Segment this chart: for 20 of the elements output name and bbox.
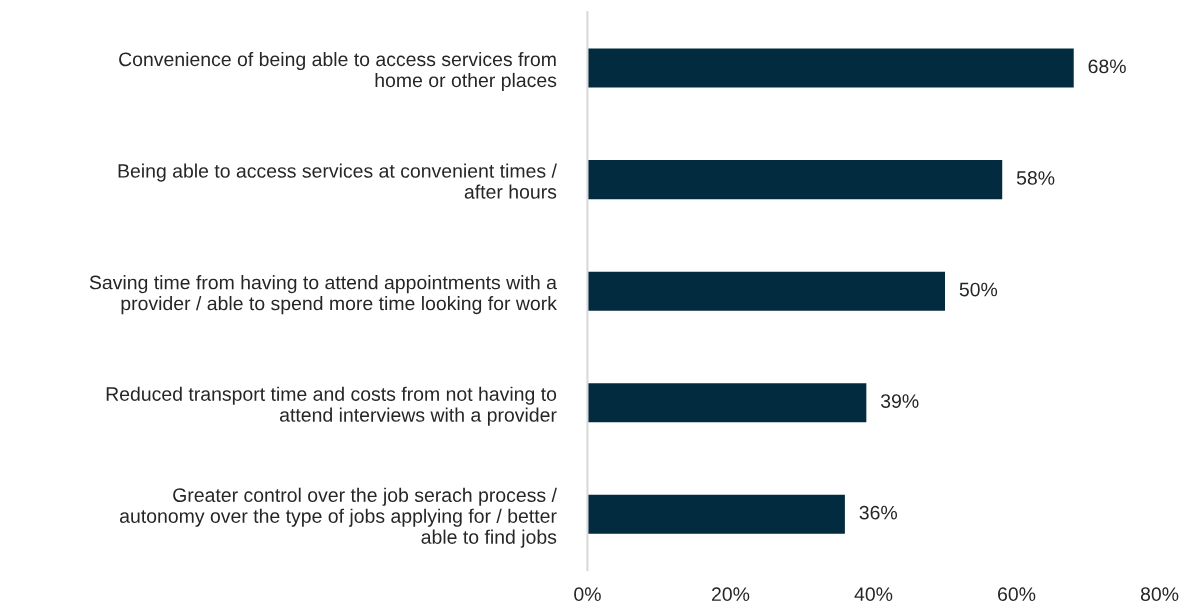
x-tick-label: 20% <box>712 587 750 602</box>
bar <box>587 494 845 534</box>
x-tick-label: 0% <box>574 587 601 602</box>
bar <box>587 48 1074 88</box>
bar <box>587 383 867 423</box>
y-tick-label: Being able to access services at convenient times / after hours <box>118 163 557 199</box>
y-tick-label: Convenience of being able to access services from home or other places <box>119 51 557 91</box>
y-tick-label: Greater control over the job serach process / autonomy over the type of jobs applying for / better able to find jobs <box>120 487 557 548</box>
data-label: 39% <box>880 394 919 408</box>
x-tick-label: 40% <box>854 587 893 602</box>
data-label: 50% <box>959 282 998 297</box>
data-label: 68% <box>1088 59 1126 74</box>
y-tick-label: Reduced transport time and costs from not having to attend interviews with a provider <box>106 386 557 426</box>
y-tick-label: Saving time from having to attend appointments with a provider / able to spend more time looking for work <box>89 275 557 315</box>
x-tick-label: 60% <box>998 587 1036 602</box>
x-tick-label: 80% <box>1140 587 1179 602</box>
bar <box>587 271 946 311</box>
bar <box>587 160 1003 200</box>
data-label: 36% <box>859 505 898 520</box>
data-label: 58% <box>1016 171 1055 185</box>
